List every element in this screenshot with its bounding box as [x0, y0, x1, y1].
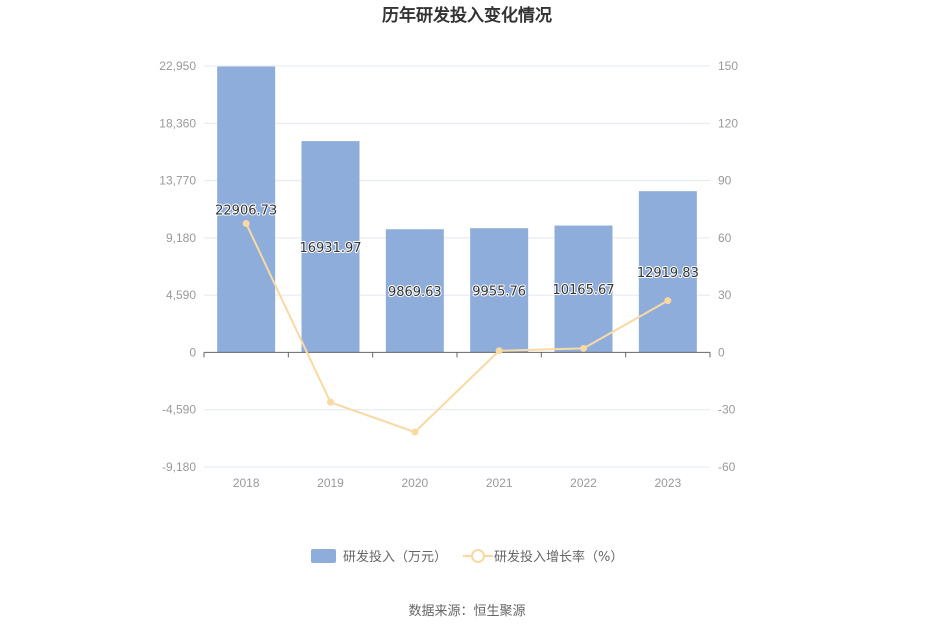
bar-data-label: 16931.97 — [299, 241, 361, 256]
bar-data-label: 10165.67 — [552, 283, 614, 298]
growth-rate-point-2019 — [327, 398, 334, 406]
legend-bar-swatch — [311, 549, 336, 563]
legend-bar-label: 研发投入（万元） — [343, 549, 447, 565]
left-axis-tick-label: 13,770 — [159, 174, 196, 188]
right-axis-tick-label: 30 — [718, 288, 732, 302]
left-axis-tick-label: 18,360 — [159, 116, 196, 130]
right-axis-tick-labels: -60 -30 0 30 60 90 120 150 — [718, 59, 738, 474]
legend-line-marker — [471, 549, 485, 563]
bar-series — [217, 66, 697, 353]
growth-rate-point-2021 — [495, 347, 503, 355]
bar-data-label: 12919.83 — [637, 266, 699, 281]
right-axis-tick-label: -30 — [718, 403, 736, 417]
x-axis-tick-label: 2019 — [317, 476, 344, 490]
data-source: 数据来源：恒生聚源 — [408, 604, 525, 619]
bar-2018 — [217, 66, 276, 353]
bar-data-label: 9869.63 — [388, 285, 442, 300]
bar-2020 — [385, 229, 444, 353]
left-axis-tick-label: 0 — [189, 345, 196, 359]
chart-title: 历年研发投入变化情况 — [382, 5, 552, 26]
bar-data-labels: 22906.73 16931.97 9869.63 9955.76 10165.67 12… — [214, 202, 700, 300]
x-axis-tick-label: 2020 — [401, 476, 428, 490]
growth-rate-point-2020 — [411, 428, 419, 436]
x-axis-tick-label: 2023 — [654, 476, 681, 490]
left-axis-tick-label: 9,180 — [166, 231, 196, 245]
growth-rate-line — [245, 223, 669, 434]
left-axis-tick-label: 22,950 — [159, 59, 196, 73]
right-axis-tick-label: 150 — [718, 59, 738, 73]
legend: 研发投入（万元） 研发投入增长率（%） — [311, 549, 623, 565]
growth-rate-point-2018 — [242, 220, 250, 228]
bar-2019 — [301, 141, 360, 353]
left-axis-tick-label: -4,590 — [162, 403, 196, 417]
line-series — [242, 220, 672, 436]
right-axis-tick-label: 120 — [718, 116, 738, 130]
bar-2023 — [638, 191, 697, 353]
x-axis: 2018 2019 2020 2021 2022 2023 — [203, 351, 711, 490]
left-axis-tick-label: 4,590 — [166, 288, 196, 302]
grid-lines — [204, 65, 710, 468]
left-axis-tick-label: -9,180 — [162, 460, 196, 474]
right-axis-tick-label: 60 — [718, 231, 732, 245]
x-axis-tick-label: 2022 — [570, 476, 597, 490]
right-axis-tick-label: 0 — [718, 345, 725, 359]
bar-2022 — [554, 225, 613, 353]
right-axis-tick-label: -60 — [718, 460, 736, 474]
left-axis-tick-labels: -9,180 -4,590 0 4,590 9,180 13,770 18,360 22,95… — [159, 59, 196, 474]
right-axis-tick-label: 90 — [718, 174, 732, 188]
legend-line-label: 研发投入增长率（%） — [494, 549, 623, 565]
growth-rate-point-2022 — [580, 344, 587, 352]
x-axis-tick-label: 2018 — [233, 476, 260, 490]
bar-data-label: 9955.76 — [472, 284, 526, 299]
growth-rate-point-2023 — [664, 297, 672, 305]
bar-2021 — [470, 228, 529, 353]
bar-data-label: 22906.73 — [215, 203, 277, 218]
x-axis-tick-label: 2021 — [486, 476, 513, 490]
